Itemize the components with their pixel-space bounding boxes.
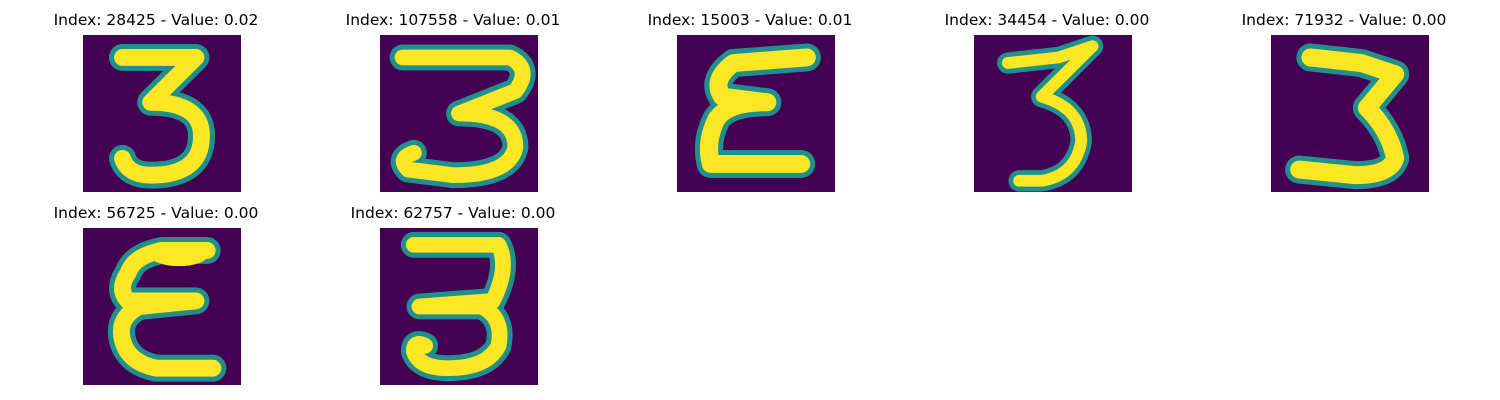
digit-image <box>1271 35 1429 192</box>
panel-3: Index: 15003 - Value: 0.01 <box>600 0 900 192</box>
digit-3-glyph <box>108 43 216 189</box>
digit-image <box>380 228 538 385</box>
panel-5: Index: 71932 - Value: 0.00 <box>1194 0 1494 192</box>
panel-6: Index: 56725 - Value: 0.00 <box>6 193 306 385</box>
panel-2: Index: 107558 - Value: 0.01 <box>303 0 603 192</box>
panel-title: Index: 34454 - Value: 0.00 <box>944 11 1150 29</box>
epsilon-glyph <box>107 236 227 382</box>
panel-1: Index: 28425 - Value: 0.02 <box>6 0 306 192</box>
panel-title: Index: 28425 - Value: 0.02 <box>53 11 259 29</box>
digit-image <box>380 35 538 192</box>
digit-image <box>83 228 241 385</box>
panel-title: Index: 71932 - Value: 0.00 <box>1241 11 1447 29</box>
digit-3-glyph <box>389 44 536 189</box>
digit-3-glyph <box>997 35 1104 192</box>
digit-3-glyph <box>1285 43 1410 190</box>
digit-image <box>83 35 241 192</box>
panel-title: Index: 56725 - Value: 0.00 <box>53 204 259 222</box>
digit-image <box>974 35 1132 192</box>
panel-4: Index: 34454 - Value: 0.00 <box>897 0 1197 192</box>
panel-title: Index: 15003 - Value: 0.01 <box>647 11 853 29</box>
digit-3-glyph <box>400 231 516 382</box>
epsilon-glyph <box>694 43 821 178</box>
panel-title: Index: 107558 - Value: 0.01 <box>345 11 561 29</box>
panel-7: Index: 62757 - Value: 0.00 <box>303 193 603 385</box>
panel-title: Index: 62757 - Value: 0.00 <box>350 204 556 222</box>
digit-image <box>677 35 835 192</box>
